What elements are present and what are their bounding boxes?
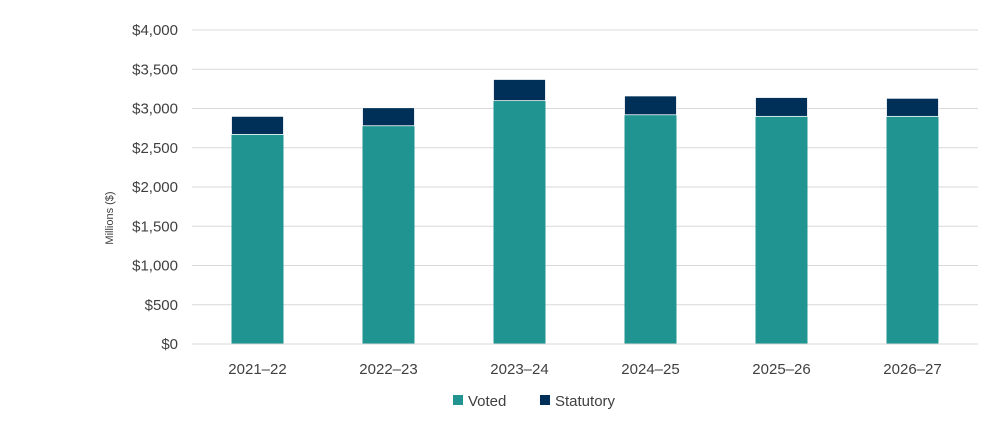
gridlines	[192, 29, 978, 306]
bar-statutory	[231, 115, 284, 135]
y-axis-ticks: $0 $500 $1,000 $1,500 $2,000 $2,500 $3,000 $3,5…	[132, 22, 178, 353]
bar-statutory	[493, 79, 546, 102]
bar-statutory	[362, 107, 415, 127]
bar-voted	[362, 125, 415, 345]
y-tick-label: $0	[161, 336, 178, 353]
legend-swatch-statutory	[540, 395, 550, 405]
bar-statutory	[886, 97, 939, 117]
y-tick-label: $3,000	[132, 101, 178, 118]
legend: Voted Statutory	[453, 393, 616, 410]
x-tick-label: 2021–22	[228, 361, 286, 378]
x-tick-label: 2023–24	[490, 361, 548, 378]
x-axis-ticks: 2021–22 2022–23 2023–24 2024–25 2025–26 2026–…	[228, 361, 941, 378]
legend-label-voted: Voted	[468, 393, 506, 410]
legend-swatch-voted	[453, 395, 463, 405]
bar-voted	[755, 116, 808, 344]
x-tick-label: 2024–25	[621, 361, 679, 378]
y-tick-label: $2,500	[132, 140, 178, 157]
y-tick-label: $4,000	[132, 22, 178, 39]
x-tick-label: 2025–26	[752, 361, 810, 378]
legend-label-statutory: Statutory	[555, 393, 616, 410]
bars	[231, 79, 939, 345]
y-tick-label: $1,000	[132, 258, 178, 275]
x-tick-label: 2022–23	[359, 361, 417, 378]
bar-voted	[886, 116, 939, 344]
bar-statutory	[624, 95, 677, 116]
bar-voted	[231, 134, 284, 344]
y-axis-label: Millions ($)	[104, 191, 116, 244]
bar-voted	[624, 114, 677, 344]
y-tick-label: $2,000	[132, 179, 178, 196]
y-tick-label: $1,500	[132, 218, 178, 235]
y-tick-label: $500	[145, 297, 178, 314]
x-tick-label: 2026–27	[883, 361, 941, 378]
bar-statutory	[755, 97, 808, 117]
y-tick-label: $3,500	[132, 61, 178, 78]
bar-voted	[493, 100, 546, 345]
